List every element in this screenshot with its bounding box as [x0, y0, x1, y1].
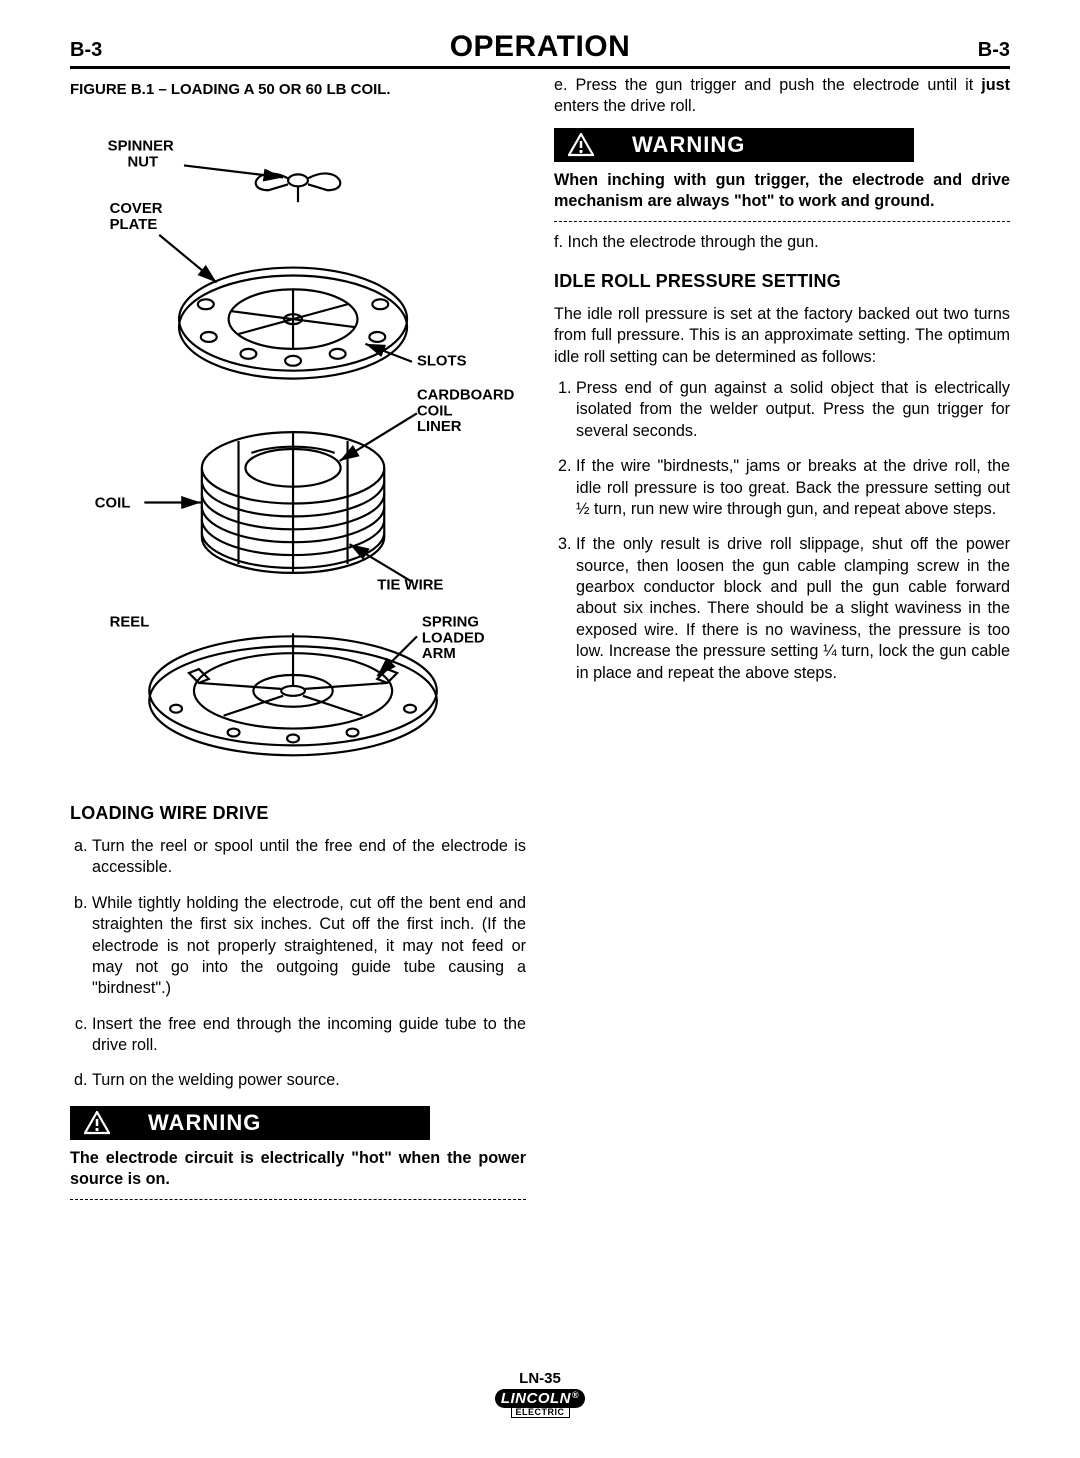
header-right: B-3	[978, 39, 1010, 62]
idle-intro: The idle roll pressure is set at the fac…	[554, 304, 1010, 368]
header-title: OPERATION	[450, 30, 631, 64]
brand-name: LINCOLN	[501, 1390, 571, 1407]
step-b: While tightly holding the electrode, cut…	[92, 893, 526, 1000]
header-left: B-3	[70, 39, 102, 62]
step-e-suffix: enters the drive roll.	[554, 97, 696, 115]
step-c: Insert the free end through the incoming…	[92, 1014, 526, 1057]
coil-diagram: SPINNERNUT COVERPLATE SLOTS CARDBOARDCOI…	[70, 106, 526, 785]
idle-step-3: If the only result is drive roll slippag…	[576, 534, 1010, 684]
label-coil: COIL	[95, 495, 131, 511]
content-columns: FIGURE B.1 – LOADING A 50 OR 60 LB COIL.	[70, 75, 1010, 1210]
dash-separator-left	[70, 1199, 526, 1200]
model-number: LN-35	[70, 1370, 1010, 1387]
step-f: f. Inch the electrode through the gun.	[554, 232, 1010, 253]
warning-note-right: When inching with gun trigger, the elect…	[554, 170, 1010, 213]
label-spring-arm: SPRINGLOADEDARM	[422, 614, 485, 662]
warning-label-left: WARNING	[120, 1110, 430, 1136]
label-cover-plate: COVERPLATE	[110, 201, 163, 233]
warning-icon	[568, 133, 594, 157]
label-slots: SLOTS	[417, 354, 467, 370]
warning-icon	[84, 1111, 110, 1135]
idle-step-1: Press end of gun against a solid object …	[576, 378, 1010, 442]
warning-label-right: WARNING	[604, 132, 914, 158]
label-reel: REEL	[110, 614, 150, 630]
label-spinner-nut: SPINNERNUT	[108, 139, 174, 171]
registered-mark: ®	[572, 1390, 579, 1400]
brand-logo: LINCOLN® ELECTRIC	[70, 1389, 1010, 1418]
right-column: e. Press the gun trigger and push the el…	[554, 75, 1010, 1210]
label-tie-wire: TIE WIRE	[377, 578, 443, 594]
idle-step-2: If the wire "birdnests," jams or breaks …	[576, 456, 1010, 520]
step-e: e. Press the gun trigger and push the el…	[554, 75, 1010, 118]
page-footer: LN-35 LINCOLN® ELECTRIC	[70, 1370, 1010, 1418]
warning-bar-left: WARNING	[70, 1106, 430, 1140]
loading-steps: Turn the reel or spool until the free en…	[70, 836, 526, 1092]
page: B-3 OPERATION B-3 FIGURE B.1 – LOADING A…	[0, 0, 1080, 1458]
warning-bar-right: WARNING	[554, 128, 914, 162]
label-cardboard-liner: CARDBOARDCOILLINER	[417, 387, 515, 435]
warning-note-left: The electrode circuit is electrically "h…	[70, 1148, 526, 1191]
step-e-prefix: e. Press the gun trigger and push the el…	[554, 76, 981, 94]
step-d: Turn on the welding power source.	[92, 1070, 526, 1091]
loading-wire-drive-title: LOADING WIRE DRIVE	[70, 803, 526, 824]
page-header: B-3 OPERATION B-3	[70, 30, 1010, 69]
diagram-svg: SPINNERNUT COVERPLATE SLOTS CARDBOARDCOI…	[70, 106, 526, 780]
idle-roll-title: IDLE ROLL PRESSURE SETTING	[554, 271, 1010, 292]
step-e-bold: just	[981, 76, 1010, 94]
dash-separator-right	[554, 221, 1010, 222]
figure-caption: FIGURE B.1 – LOADING A 50 OR 60 LB COIL.	[70, 81, 526, 98]
step-a: Turn the reel or spool until the free en…	[92, 836, 526, 879]
left-column: FIGURE B.1 – LOADING A 50 OR 60 LB COIL.	[70, 75, 526, 1210]
idle-steps: Press end of gun against a solid object …	[554, 378, 1010, 684]
